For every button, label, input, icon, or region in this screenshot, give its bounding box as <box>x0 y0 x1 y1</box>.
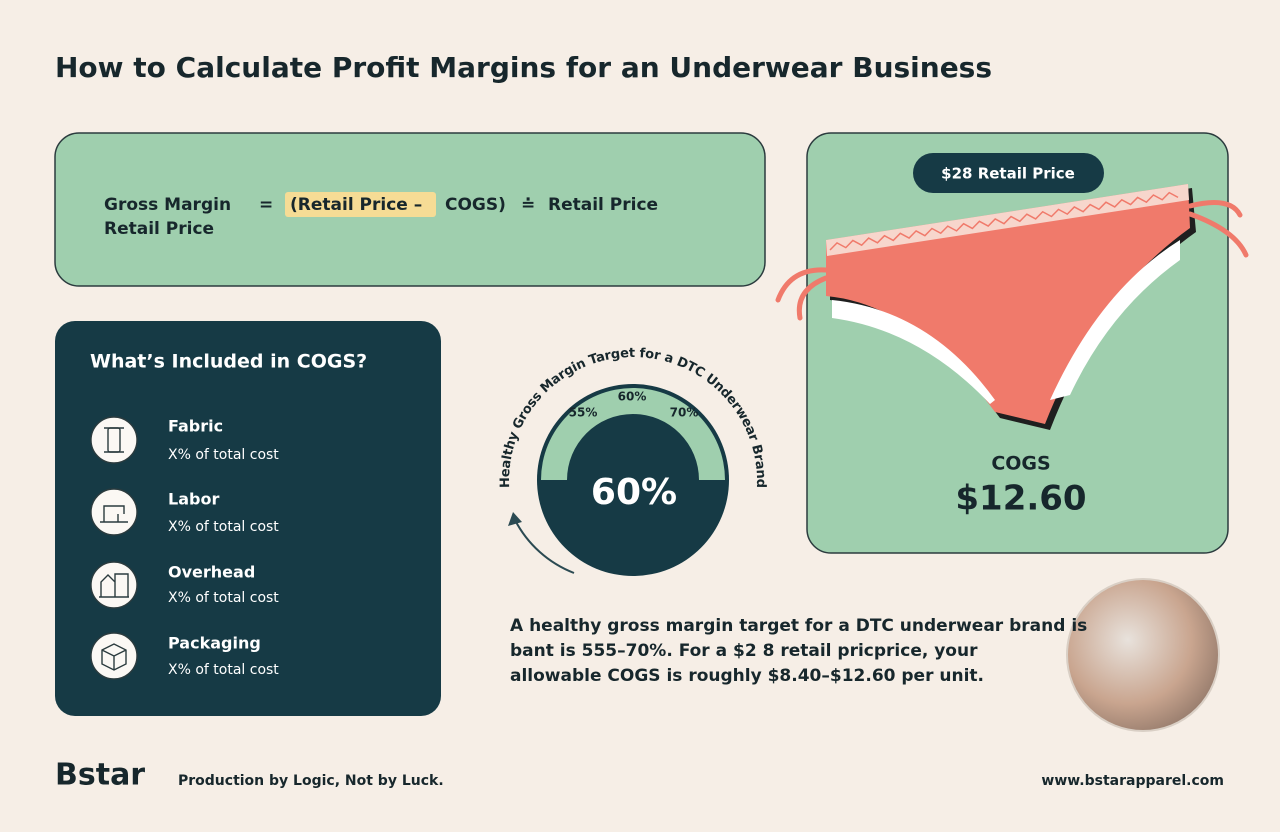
description-line: allowable COGS is roughly $8.40–$12.60 p… <box>510 666 984 686</box>
formula-term: COGS) <box>445 195 506 215</box>
description-line: A healthy gross margin target for a DTC … <box>510 616 1087 636</box>
gauge-band <box>541 388 725 480</box>
price-tag-text: $28 Retail Price <box>941 165 1075 183</box>
cogs-item-detail: X% of total cost <box>168 447 279 463</box>
formula-equals: = <box>259 195 273 215</box>
formula-highlight <box>285 192 436 217</box>
formula-operator: ≐ <box>521 195 535 215</box>
formula-label: Gross Margin <box>104 195 231 215</box>
description-line: bant is 555–70%. For a $2 8 retail pricp… <box>510 641 978 661</box>
gauge-arrow <box>514 519 575 574</box>
cogs-item-name: Packaging <box>168 634 261 653</box>
cogs-panel <box>55 321 441 716</box>
cogs-item-detail: X% of total cost <box>168 662 279 678</box>
gauge-tick-label: 60% <box>618 390 647 404</box>
formula-divisor: Retail Price <box>548 195 658 215</box>
formula-highlight-text: (Retail Price – <box>290 195 422 215</box>
gauge-arrow-head <box>508 512 522 526</box>
cogs-title: What’s Included in COGS? <box>90 351 367 373</box>
tagline: Production by Logic, Not by Luck. <box>178 773 444 789</box>
page-title: How to Calculate Profit Margins for an U… <box>55 51 992 84</box>
cogs-value: $12.60 <box>955 479 1086 519</box>
gauge-tick-label: 70% <box>670 406 699 420</box>
cogs-item-detail: X% of total cost <box>168 590 279 606</box>
cogs-label: COGS <box>991 453 1050 475</box>
formula-second-line: Retail Price <box>104 219 214 239</box>
sewing-photo <box>1066 578 1220 732</box>
cogs-item-name: Labor <box>168 490 219 509</box>
cogs-icons <box>90 416 138 680</box>
price-tag <box>913 153 1104 193</box>
brand: Bstar <box>55 758 145 793</box>
cogs-item-name: Overhead <box>168 563 255 582</box>
website-url: www.bstarapparel.com <box>1041 773 1224 789</box>
gauge-value: 60% <box>591 472 677 513</box>
cogs-item-detail: X% of total cost <box>168 519 279 535</box>
gauge-tick-label: 55% <box>569 406 598 420</box>
cogs-item-name: Fabric <box>168 417 223 436</box>
underwear-illustration <box>775 184 1249 430</box>
